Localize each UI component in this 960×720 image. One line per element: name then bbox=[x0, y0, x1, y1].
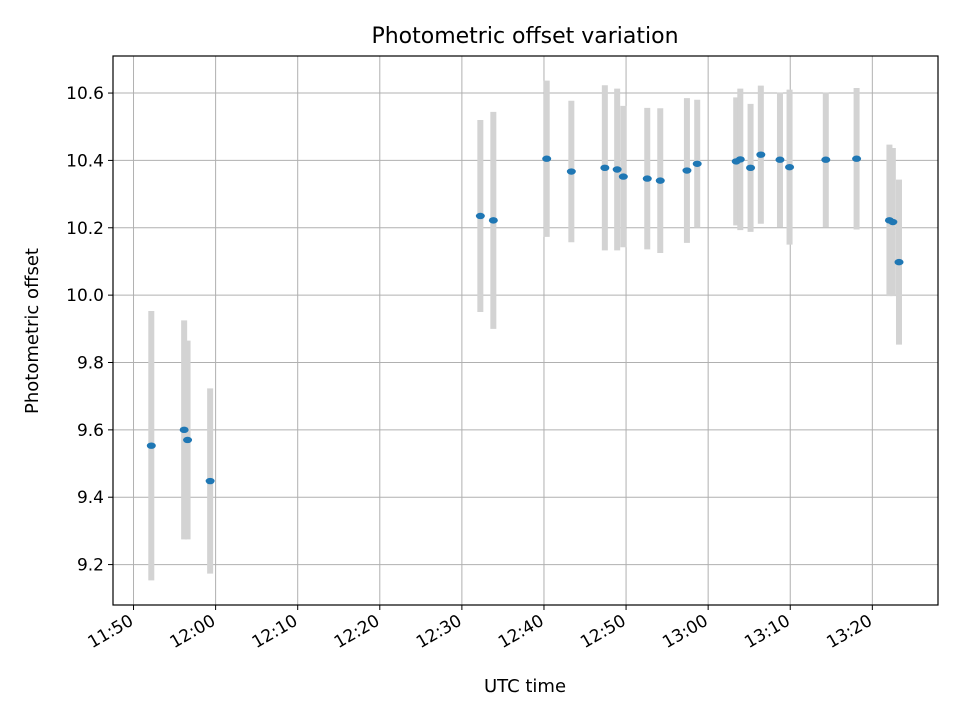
data-point bbox=[746, 164, 756, 172]
y-tick-label: 10.2 bbox=[66, 219, 104, 239]
data-point bbox=[888, 218, 898, 226]
data-point bbox=[600, 164, 610, 172]
data-point bbox=[775, 156, 785, 163]
plot-frame bbox=[112, 55, 939, 606]
y-tick-label: 9.8 bbox=[77, 353, 104, 373]
data-point bbox=[735, 156, 745, 163]
y-tick-label: 9.4 bbox=[77, 488, 104, 508]
data-point bbox=[785, 163, 795, 171]
data-point bbox=[682, 167, 692, 174]
data-point bbox=[756, 151, 766, 158]
y-tick-label: 10.0 bbox=[66, 286, 104, 306]
data-point bbox=[205, 477, 215, 485]
data-point bbox=[852, 155, 862, 162]
data-point bbox=[612, 166, 622, 173]
data-point bbox=[475, 212, 485, 220]
data-point bbox=[183, 436, 193, 444]
data-point bbox=[542, 155, 552, 162]
data-point bbox=[618, 173, 628, 180]
data-point bbox=[821, 156, 831, 163]
data-point bbox=[655, 177, 665, 184]
y-tick-label: 10.6 bbox=[66, 84, 104, 104]
y-tick-label: 9.6 bbox=[77, 421, 104, 441]
y-tick-label: 9.2 bbox=[77, 556, 104, 576]
data-point bbox=[566, 168, 576, 175]
data-point bbox=[642, 175, 652, 182]
y-axis-ticks: 9.2 9.4 9.6 9.8 10.0 10.2 10.4 10.6 bbox=[66, 84, 113, 576]
x-axis-label: UTC time bbox=[484, 676, 566, 697]
data-point bbox=[692, 160, 702, 167]
y-axis-label: Photometric offset bbox=[22, 248, 43, 414]
data-point bbox=[488, 217, 498, 224]
y-tick-label: 10.4 bbox=[66, 151, 104, 171]
data-point bbox=[894, 258, 904, 266]
data-point bbox=[146, 442, 156, 449]
data-point bbox=[179, 426, 189, 434]
chart-title: Photometric offset variation bbox=[371, 24, 678, 49]
data-points bbox=[146, 151, 904, 485]
